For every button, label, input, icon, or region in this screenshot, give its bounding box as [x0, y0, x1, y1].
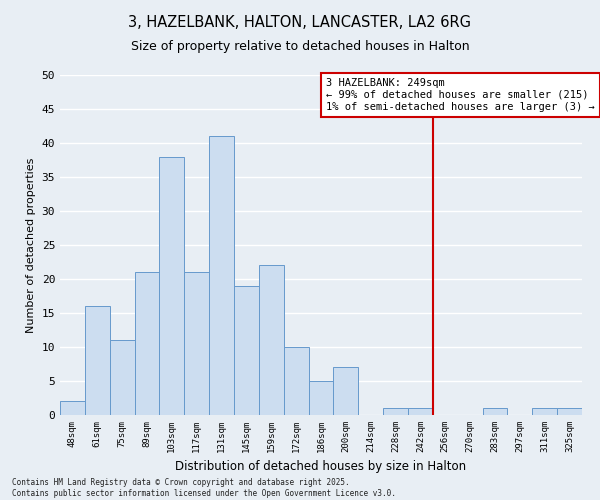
Bar: [482, 408, 508, 415]
Bar: [259, 266, 284, 415]
Bar: [60, 402, 85, 415]
Bar: [184, 272, 209, 415]
Bar: [334, 368, 358, 415]
Text: 3, HAZELBANK, HALTON, LANCASTER, LA2 6RG: 3, HAZELBANK, HALTON, LANCASTER, LA2 6RG: [128, 15, 472, 30]
Bar: [408, 408, 433, 415]
Y-axis label: Number of detached properties: Number of detached properties: [26, 158, 36, 332]
Bar: [308, 381, 334, 415]
Bar: [532, 408, 557, 415]
Bar: [234, 286, 259, 415]
Bar: [383, 408, 408, 415]
Text: 3 HAZELBANK: 249sqm
← 99% of detached houses are smaller (215)
1% of semi-detach: 3 HAZELBANK: 249sqm ← 99% of detached ho…: [326, 78, 595, 112]
Bar: [85, 306, 110, 415]
Text: Size of property relative to detached houses in Halton: Size of property relative to detached ho…: [131, 40, 469, 53]
Bar: [134, 272, 160, 415]
X-axis label: Distribution of detached houses by size in Halton: Distribution of detached houses by size …: [175, 460, 467, 473]
Bar: [557, 408, 582, 415]
Bar: [160, 156, 184, 415]
Bar: [284, 347, 308, 415]
Bar: [209, 136, 234, 415]
Bar: [110, 340, 134, 415]
Text: Contains HM Land Registry data © Crown copyright and database right 2025.
Contai: Contains HM Land Registry data © Crown c…: [12, 478, 396, 498]
